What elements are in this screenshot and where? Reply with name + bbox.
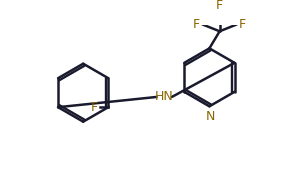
Text: N: N <box>205 110 215 123</box>
Text: F: F <box>216 0 223 12</box>
Text: F: F <box>193 18 200 31</box>
Text: HN: HN <box>155 90 173 103</box>
Text: F: F <box>91 101 98 114</box>
Text: F: F <box>239 18 246 31</box>
